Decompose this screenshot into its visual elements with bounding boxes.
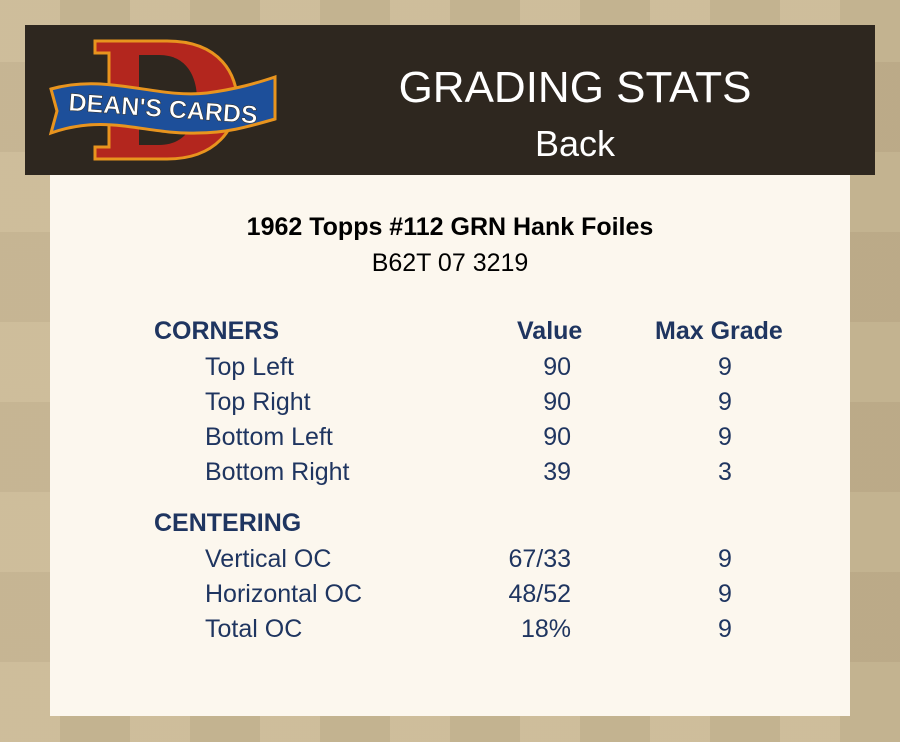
row-value: 90 (543, 423, 571, 451)
max-grade-column-header: Max Grade (655, 317, 783, 345)
page-subtitle: Back (534, 123, 616, 164)
value-column-header: Value (517, 317, 583, 345)
row-value: 67/33 (508, 545, 571, 573)
row-label: Bottom Left (205, 423, 333, 451)
card-title: 1962 Topps #112 GRN Hank Foiles (246, 213, 654, 241)
row-value: 18% (520, 615, 571, 643)
row-label: Horizontal OC (205, 580, 362, 608)
section-heading: CENTERING (154, 509, 302, 537)
row-value: 48/52 (508, 580, 571, 608)
row-max-grade: 9 (718, 580, 732, 608)
card-code: B62T 07 3219 (371, 249, 529, 277)
page-title: GRADING STATS (398, 63, 752, 112)
row-value: 90 (543, 388, 571, 416)
header: DEAN'S CARDS GRADING STATS Back (25, 25, 875, 175)
section-heading: CORNERS (154, 317, 280, 345)
grading-panel: 1962 Topps #112 GRN Hank Foiles B62T 07 … (50, 175, 850, 716)
row-max-grade: 9 (718, 388, 732, 416)
row-max-grade: 9 (718, 615, 732, 643)
row-max-grade: 9 (718, 353, 732, 381)
row-label: Total OC (205, 615, 303, 643)
deans-cards-logo: DEAN'S CARDS (48, 39, 277, 161)
row-label: Vertical OC (205, 545, 332, 573)
row-label: Bottom Right (205, 458, 350, 486)
row-max-grade: 9 (718, 545, 732, 573)
row-label: Top Left (205, 353, 294, 381)
row-value: 90 (543, 353, 571, 381)
row-max-grade: 3 (718, 458, 732, 486)
row-value: 39 (543, 458, 571, 486)
row-label: Top Right (205, 388, 311, 416)
row-max-grade: 9 (718, 423, 732, 451)
